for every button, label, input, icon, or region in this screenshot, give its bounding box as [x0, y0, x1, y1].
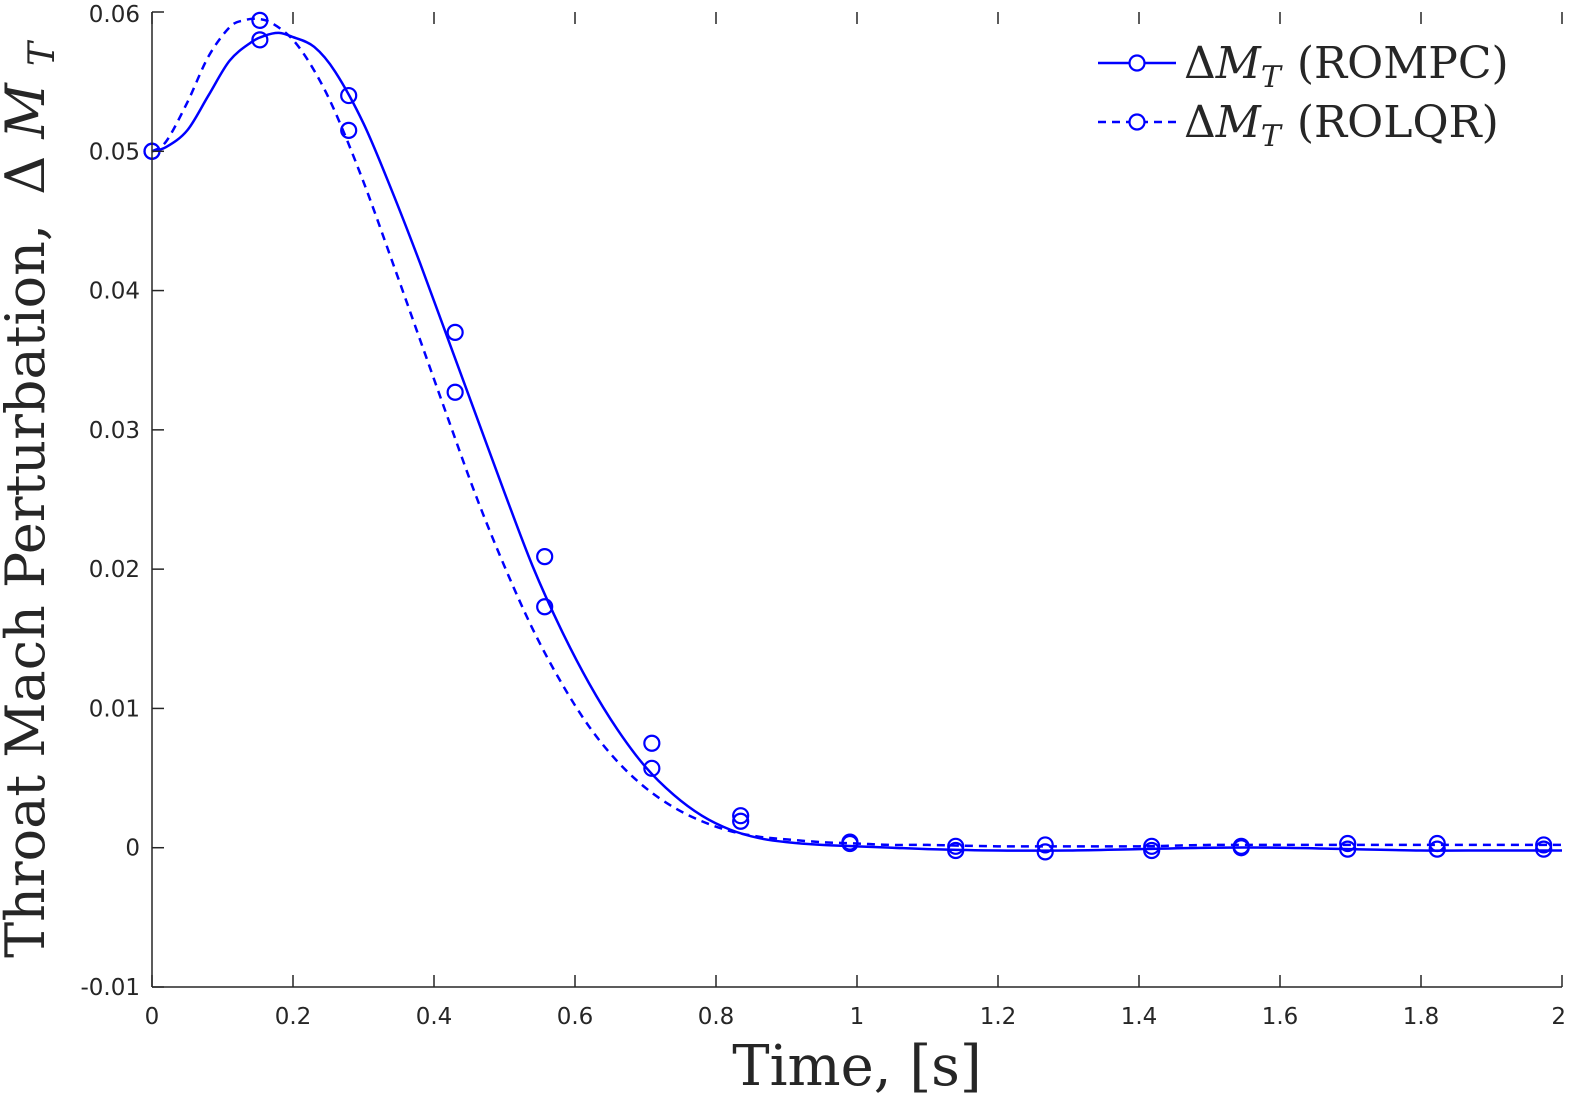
x-tick-label: 1.6	[1262, 1004, 1299, 1030]
series-marker	[841, 833, 859, 851]
legend-delta: Δ	[1184, 97, 1216, 148]
series-marker	[1535, 836, 1553, 854]
y-tick-label: -0.01	[80, 975, 140, 1001]
y-tick-label: 0.06	[89, 2, 140, 28]
legend-name: (ROLQR)	[1297, 97, 1499, 148]
legend-m: M	[1215, 38, 1262, 89]
series-marker	[947, 837, 965, 855]
x-tick-label: 2	[1551, 1004, 1566, 1030]
x-tick-label: 0.4	[416, 1004, 453, 1030]
legend-marker	[1128, 54, 1146, 72]
y-ticks: -0.01 0 0.01 0.02 0.03 0.04 0.05 0.06	[80, 2, 164, 1001]
series-marker	[536, 598, 554, 616]
series-marker	[1428, 840, 1446, 858]
series-marker	[1428, 834, 1446, 853]
x-tick-label: 1.4	[1121, 1004, 1158, 1030]
series-marker	[732, 807, 750, 825]
legend-item: ΔMT (ROLQR)	[1098, 97, 1499, 154]
y-tick-label: 0.05	[89, 139, 140, 165]
legend-label: ΔMT (ROLQR)	[1184, 97, 1499, 154]
y-axis-title-sub: T	[22, 39, 63, 66]
series-marker	[536, 548, 554, 566]
y-axis-title-delta: Δ	[0, 156, 57, 195]
y-tick-label: 0	[125, 836, 140, 862]
series-line	[151, 31, 1562, 852]
x-tick-label: 0.8	[698, 1004, 735, 1030]
y-tick-label: 0.03	[89, 418, 140, 444]
y-axis-title: Throat Mach Perturbation, Δ M T	[0, 39, 63, 958]
legend-item: ΔMT (ROMPC)	[1098, 38, 1509, 95]
series-marker	[340, 121, 358, 139]
legend-name: (ROMPC)	[1297, 38, 1509, 89]
series-layer	[143, 11, 1562, 861]
series-marker	[446, 323, 464, 341]
series-marker	[1036, 843, 1054, 861]
y-axis-title-m: M	[0, 82, 57, 140]
legend-sub: T	[1261, 60, 1283, 95]
x-tick-label: 1.8	[1403, 1004, 1440, 1030]
series-marker	[643, 759, 661, 777]
series-marker	[643, 734, 661, 752]
y-tick-label: 0.04	[89, 279, 140, 305]
legend-m: M	[1215, 97, 1262, 148]
x-axis-title: Time, [s]	[732, 1034, 982, 1098]
y-tick-label: 0.01	[89, 696, 140, 722]
y-axis-title-text: Throat Mach Perturbation,	[0, 224, 57, 958]
series-marker	[446, 383, 464, 401]
x-ticks: 0 0.2 0.4 0.6 0.8 1 1.2 1.4 1.6 1.8 2	[145, 12, 1566, 1030]
x-tick-label: 0.6	[557, 1004, 594, 1030]
legend-label: ΔMT (ROMPC)	[1184, 38, 1509, 95]
series-marker	[251, 31, 269, 49]
series-marker	[1339, 840, 1357, 858]
x-tick-label: 0	[145, 1004, 160, 1030]
series-marker	[1232, 837, 1250, 855]
series-marker	[732, 812, 750, 830]
series-1	[143, 31, 1562, 861]
y-tick-label: 0.02	[89, 557, 140, 583]
legend-marker	[1128, 113, 1146, 131]
series-marker	[251, 11, 269, 29]
x-tick-label: 0.2	[275, 1004, 312, 1030]
series-marker	[340, 86, 358, 105]
legend-sub: T	[1261, 119, 1283, 154]
legend: ΔMT (ROMPC) ΔMT (ROLQR)	[1098, 38, 1509, 154]
series-marker	[1143, 837, 1161, 855]
series-marker	[1339, 834, 1357, 853]
legend-delta: Δ	[1184, 38, 1216, 89]
x-tick-label: 1	[850, 1004, 865, 1030]
svg-text:Throat Mach Perturbation,: Throat Mach Perturbation, Δ M T	[0, 39, 63, 958]
series-marker	[1036, 836, 1054, 854]
x-tick-label: 1.2	[980, 1004, 1017, 1030]
